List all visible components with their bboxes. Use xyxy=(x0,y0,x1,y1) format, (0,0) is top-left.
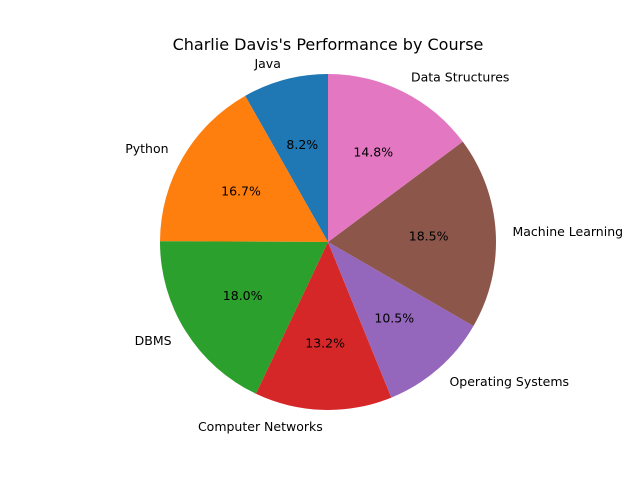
slice-label: Java xyxy=(253,56,280,71)
slice-percent-label: 13.2% xyxy=(305,335,345,350)
pie-slices xyxy=(159,74,496,410)
slice-percent-label: 8.2% xyxy=(286,137,318,152)
pie-labels: Java 8.2% Python 16.7% DBMS 18.0% Computer Net… xyxy=(125,56,623,434)
slice-percent-label: 16.7% xyxy=(221,184,261,199)
slice-percent-label: 10.5% xyxy=(374,310,414,325)
slice-percent-label: 18.5% xyxy=(409,229,449,244)
slice-percent-label: 14.8% xyxy=(353,144,393,159)
chart-title: Charlie Davis's Performance by Course xyxy=(173,35,484,54)
slice-label: Operating Systems xyxy=(449,374,569,389)
pie-slice-machine-learning xyxy=(328,141,496,326)
slice-percent-label: 18.0% xyxy=(223,288,263,303)
slice-label: Python xyxy=(125,141,168,156)
pie-slice-operating-systems xyxy=(328,242,474,398)
slice-label: Machine Learning xyxy=(512,224,623,239)
slice-label: Computer Networks xyxy=(198,419,323,434)
pie-slice-dbms xyxy=(159,241,328,394)
pie-slice-data-structures xyxy=(328,74,463,242)
slice-label: DBMS xyxy=(135,333,172,348)
slice-label: Data Structures xyxy=(411,69,509,84)
pie-slice-python xyxy=(160,95,328,242)
pie-slice-java xyxy=(245,74,328,242)
pie-slice-computer-networks xyxy=(255,242,392,410)
